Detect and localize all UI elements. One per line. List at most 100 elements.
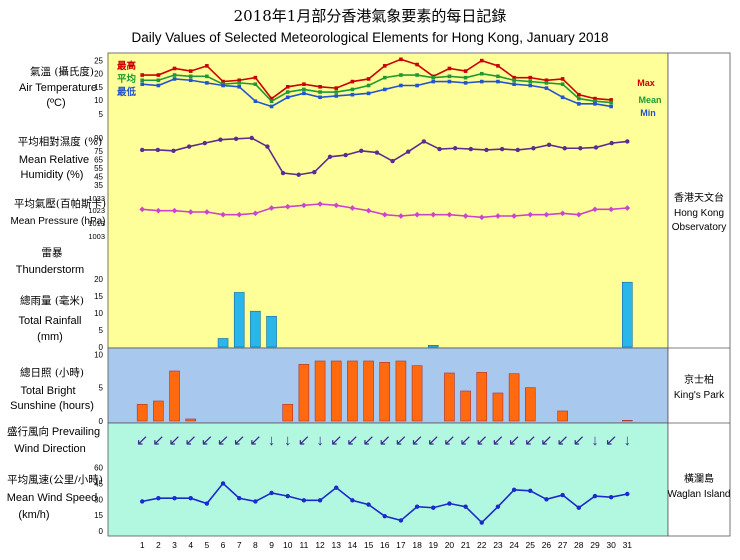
humidity-point-9: [265, 144, 270, 149]
temp-min-point-8: [253, 99, 258, 104]
chart-marks: 1 2 3 4 5 6 7 8 9 10 11 12 13 14 15 16 17 18 19 20 21 22 23 24 2…: [88, 57, 633, 550]
humidity-point-21: [452, 146, 458, 151]
wind-speed-point-16: [382, 514, 387, 519]
sun-bar-12: [314, 360, 326, 422]
legend-max-en: Max: [637, 78, 655, 88]
temp-max-point-6: [221, 79, 225, 84]
temp-min-point-25: [528, 83, 533, 88]
temp-min-point-20: [447, 79, 452, 84]
wind-speed-point-11: [301, 498, 307, 503]
x-tick-label-25: 25: [526, 540, 536, 550]
wind-speed-point-30: [608, 494, 614, 500]
x-tick-label-13: 13: [332, 540, 342, 550]
humidity-point-13: [327, 154, 333, 159]
temp-min-point-17: [399, 83, 403, 88]
sun-bar-27: [557, 410, 568, 422]
wind-speed-point-7: [237, 496, 242, 501]
wind-arrow-25: ↙: [524, 432, 537, 449]
temp-mean-point-2: [156, 78, 161, 83]
x-tick-label-6: 6: [221, 540, 226, 550]
rh-tick-45: 45: [94, 172, 103, 181]
pressure-point-3: [171, 207, 178, 214]
title-english: Daily Values of Selected Meteorological …: [131, 30, 608, 45]
legend-min-cn: 最低: [117, 86, 137, 98]
temp-label-unit: (ºC): [46, 97, 65, 109]
x-tick-label-16: 16: [380, 540, 390, 550]
pressure-point-8: [252, 210, 259, 217]
wind-speed-point-29: [592, 493, 598, 499]
sun-bar-21: [460, 390, 471, 422]
sun-tick-5: 5: [99, 384, 104, 393]
temp-max-point-20: [447, 66, 452, 71]
x-tick-label-14: 14: [348, 540, 358, 550]
sun-bar-3: [169, 370, 180, 422]
temp-mean-point-10: [285, 90, 290, 94]
x-tick-label-27: 27: [558, 540, 568, 550]
humidity-point-7: [233, 136, 239, 142]
sun-bar-23: [492, 392, 504, 422]
legend-min-en: Min: [640, 108, 656, 118]
humidity-point-32: [625, 139, 630, 144]
rain-bar-8: [250, 310, 261, 348]
temp-mean-point-12: [318, 90, 322, 94]
rh-tick-65: 65: [94, 155, 103, 164]
wind-speed-point-1: [140, 499, 145, 504]
wind-speed-point-9: [269, 490, 274, 496]
x-tick-label-2: 2: [156, 540, 161, 550]
x-tick-label-15: 15: [364, 540, 374, 550]
temp-min-point-23: [496, 79, 500, 84]
rain-tick-15: 15: [94, 292, 103, 301]
temp-max-point-21: [463, 69, 468, 73]
sun-bar-2: [153, 400, 164, 422]
pressure-point-18: [414, 211, 420, 218]
wind-arrow-21: ↙: [459, 432, 472, 449]
wind-speed-point-23: [495, 504, 501, 509]
temp-max-point-9: [269, 96, 274, 101]
pressure-point-7: [236, 211, 243, 218]
x-tick-label-18: 18: [412, 540, 422, 550]
pressure-point-4: [187, 209, 194, 215]
rh-tick-55: 55: [94, 164, 103, 173]
wind-arrow-16: ↙: [378, 432, 391, 449]
legend-max-cn: 最高: [117, 60, 137, 72]
temp-tick-15: 15: [94, 83, 103, 92]
temp-max-point-28: [576, 92, 581, 97]
temp-mean-point-8: [253, 82, 258, 86]
wind-arrow-24: ↙: [508, 432, 521, 449]
temp-min-point-11: [302, 91, 306, 96]
wind-speed-point-6: [220, 481, 226, 486]
rh-tick-75: 75: [94, 147, 103, 156]
temp-mean-point-27: [560, 82, 565, 86]
temp-mean-point-19: [431, 75, 436, 80]
x-tick-label-9: 9: [269, 540, 274, 550]
temp-min-point-14: [350, 92, 355, 97]
temp-mean-point-20: [447, 74, 452, 79]
x-tick-label-11: 11: [299, 540, 308, 550]
temp-mean-point-22: [479, 71, 484, 76]
temp-min-point-12: [318, 95, 322, 100]
pressure-point-23: [495, 213, 501, 219]
rain-bar-9: [266, 316, 277, 348]
humidity-point-17: [390, 158, 395, 164]
wind-speed-point-5: [204, 501, 210, 506]
wind-arrow-29: ↓: [591, 432, 599, 449]
rain-tick-5: 5: [99, 326, 104, 335]
rain-bar-6: [217, 338, 229, 348]
temp-max-point-12: [318, 85, 322, 89]
pressure-point-27: [559, 210, 566, 217]
sun-bar-22: [476, 372, 488, 422]
kp-label-en: King's Park: [674, 390, 725, 401]
humidity-point-3: [171, 148, 176, 154]
wind-speed-point-18: [414, 504, 420, 509]
sun-bar-1: [136, 404, 148, 422]
legend-mean-en: Mean: [638, 95, 661, 105]
temp-max-point-7: [237, 78, 242, 83]
wind-arrow-13: ↙: [330, 432, 343, 449]
sun-bar-20: [444, 372, 455, 422]
temp-max-point-11: [302, 82, 306, 86]
temp-min-point-16: [382, 87, 387, 92]
wind-speed-point-21: [463, 504, 468, 509]
humidity-point-19: [421, 139, 427, 144]
rh-tick-35: 35: [94, 181, 103, 190]
temp-tick-25: 25: [94, 57, 103, 66]
